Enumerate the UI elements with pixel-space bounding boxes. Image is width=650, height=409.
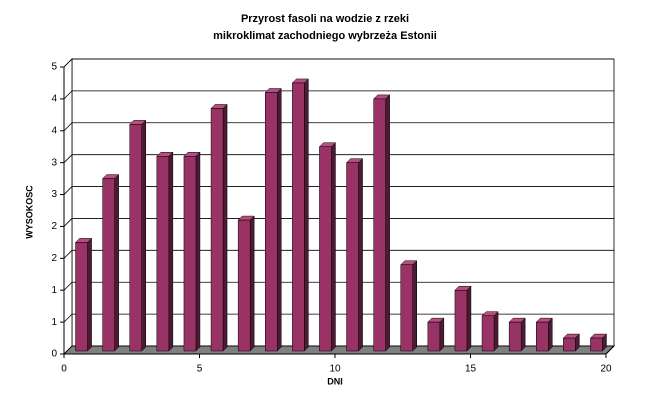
bar-side [520,317,526,352]
bar-side [168,151,174,352]
bar-side [87,237,92,352]
bar-front [156,156,170,352]
bar-front [427,321,441,352]
bar-side [141,119,146,352]
bar-side [439,317,445,352]
bar-side [385,94,390,352]
bar [156,151,174,352]
y-tick-label: 3 [51,189,57,200]
bar-side [412,260,417,352]
bar [400,260,418,352]
bar-front [210,108,224,352]
grid-line [63,281,614,291]
grid-line [63,122,614,132]
bar-side [466,285,472,352]
bar-side [277,87,282,352]
x-tick-label: 15 [465,364,477,375]
y-tick-label: 3 [51,157,57,168]
bar [74,237,93,352]
bar [183,151,201,352]
bar-front [373,98,386,352]
bar-front [183,156,197,352]
x-tick-label: 5 [197,364,203,375]
bar-front [590,337,603,352]
bar [562,333,580,352]
bar-side [358,158,363,352]
grid-line [63,313,614,323]
bar-side [331,142,336,352]
grid-line [63,218,614,227]
grid-line [63,90,614,100]
bar-side [249,215,255,352]
y-axis-title: WYSOKOSC [24,185,34,239]
bar [129,119,147,352]
bar [318,142,337,352]
y-tick-label: 1 [51,317,57,328]
bar-side [548,317,553,352]
bar [589,333,608,352]
bar [454,285,472,352]
bar-front [400,264,413,352]
chart-title: Przyrost fasoli na wodzie z rzeki [241,13,409,25]
bar-front [75,242,88,352]
bar-front [508,321,522,352]
x-axis-title: DNI [327,376,343,386]
bar-front [346,162,359,352]
bar [427,317,445,352]
grid-line [63,58,614,68]
bar [210,103,228,352]
x-tick-label: 0 [61,364,67,375]
y-tick-label: 4 [51,94,57,105]
floor [63,345,615,355]
bar-front [319,146,332,352]
bar [264,87,282,352]
chart-subtitle: mikroklimat zachodniego wybrzeża Estonii [213,30,437,42]
bar-side [195,151,201,352]
bar-side [114,174,119,352]
y-tick-label: 0 [51,349,57,360]
grid-line [63,154,614,163]
bar [102,174,120,352]
grid-line [63,249,614,259]
bar-front [102,178,115,352]
x-tick-label: 10 [329,364,341,375]
x-tick-label: 20 [600,364,612,375]
bar [508,317,526,352]
bar [535,317,553,352]
bar-front [129,124,142,352]
bar-front [292,82,305,352]
y-tick-label: 4 [51,125,57,136]
y-tick-label: 2 [51,253,57,264]
bar [481,311,499,352]
y-tick-label: 1 [51,285,57,296]
bar [345,158,364,352]
bar-side [493,311,499,352]
bar [373,94,391,352]
bar-front [265,92,278,352]
bar-front [481,315,495,352]
bar-side [222,103,228,352]
bar-front [536,321,549,352]
side-wall [63,58,73,355]
bar [237,215,255,352]
bar-front [237,219,251,352]
back-wall [71,58,615,347]
bar-side [304,78,309,352]
bar-front [454,289,468,352]
grid-line [63,186,614,195]
bar-front [563,337,576,352]
y-tick-label: 2 [51,221,57,232]
x-axis-depth [605,345,615,355]
bar [291,78,309,352]
y-tick-label: 5 [51,62,57,73]
